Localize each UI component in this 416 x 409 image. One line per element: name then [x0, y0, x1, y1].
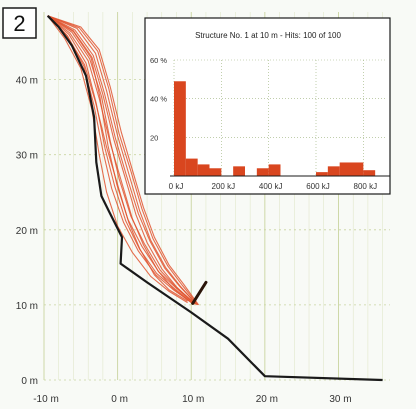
histogram-x-tick-label: 400 kJ — [259, 182, 283, 191]
trajectory-line — [47, 15, 198, 306]
x-tick-label: 30 m — [329, 394, 351, 405]
y-tick-label: 0 m — [21, 376, 38, 387]
histogram-x-tick-label: 800 kJ — [354, 182, 378, 191]
trajectory-line — [47, 15, 188, 302]
y-tick-label: 30 m — [16, 151, 38, 162]
slope-profile — [46, 15, 383, 382]
barrier-line — [191, 280, 208, 305]
axis-tick-labels: -10 m 0 m 10 m 20 m 30 m 0 m 10 m 20 m 30 m 40 m — [16, 76, 352, 405]
trajectory-line — [47, 15, 188, 304]
panel-label-box: 2 — [2, 7, 37, 39]
trajectory-line — [47, 15, 199, 306]
histogram-bar — [233, 166, 245, 176]
histogram-y-tick-label: 40 % — [150, 95, 167, 104]
histogram-bar — [174, 81, 186, 176]
x-tick-label: 20 m — [256, 394, 278, 405]
y-tick-label: 40 m — [16, 76, 38, 87]
histogram-title: Structure No. 1 at 10 m - Hits: 100 of 1… — [195, 31, 341, 40]
histogram-inset: Structure No. 1 at 10 m - Hits: 100 of 1… — [144, 17, 391, 195]
trajectory-envelope — [47, 15, 200, 306]
histogram-bar — [185, 158, 198, 176]
trajectory-line — [47, 15, 200, 306]
histogram-bar — [339, 162, 352, 176]
x-tick-label: 10 m — [182, 394, 204, 405]
histogram-x-tick-label: 0 kJ — [169, 182, 184, 191]
histogram-bar — [256, 168, 269, 176]
panel-label: 2 — [13, 11, 25, 36]
x-tick-label: 0 m — [111, 394, 128, 405]
trajectory-line — [47, 15, 194, 304]
histogram-tick-labels: 0 kJ 200 kJ 400 kJ 600 kJ 800 kJ 20 40 % 60 % — [150, 56, 377, 191]
trajectory-line — [47, 15, 194, 304]
y-tick-label: 10 m — [16, 301, 38, 312]
histogram-bar — [351, 162, 364, 176]
trajectory-line — [47, 15, 192, 304]
histogram-x-tick-label: 600 kJ — [306, 182, 330, 191]
histogram-bar — [327, 166, 340, 176]
panel-label-frame — [2, 7, 37, 39]
trajectory-line — [47, 15, 197, 305]
trajectory-line — [47, 15, 196, 305]
histogram-x-tick-label: 200 kJ — [212, 182, 236, 191]
histogram-bar — [316, 172, 328, 176]
histogram-bars — [174, 81, 376, 176]
histogram-y-tick-label: 20 — [150, 133, 158, 142]
histogram-y-tick-label: 60 % — [150, 56, 167, 65]
trajectory-line — [47, 15, 195, 304]
slope-profile-line — [46, 15, 383, 382]
histogram-bar — [209, 168, 222, 176]
y-tick-label: 20 m — [16, 226, 38, 237]
histogram-bar — [363, 170, 376, 176]
histogram-bar — [197, 164, 210, 176]
histogram-bar — [268, 164, 281, 176]
trajectory-line — [47, 15, 197, 305]
x-tick-label: -10 m — [33, 394, 59, 405]
